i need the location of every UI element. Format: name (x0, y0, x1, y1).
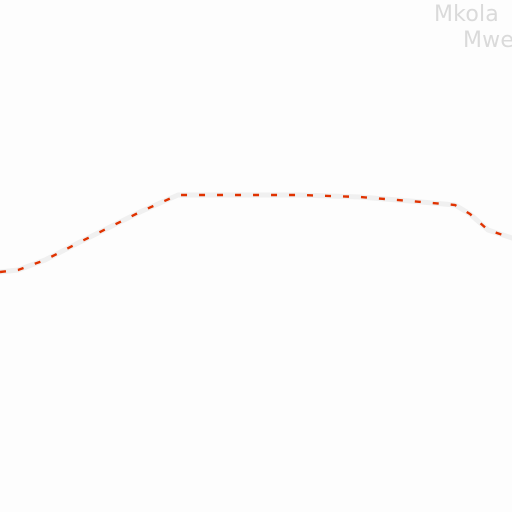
road-dashed-line[interactable] (0, 193, 512, 274)
place-label-mwe: Mwe (463, 28, 512, 53)
road-casing (0, 192, 512, 275)
place-label-mkola: Mkola (434, 2, 499, 27)
